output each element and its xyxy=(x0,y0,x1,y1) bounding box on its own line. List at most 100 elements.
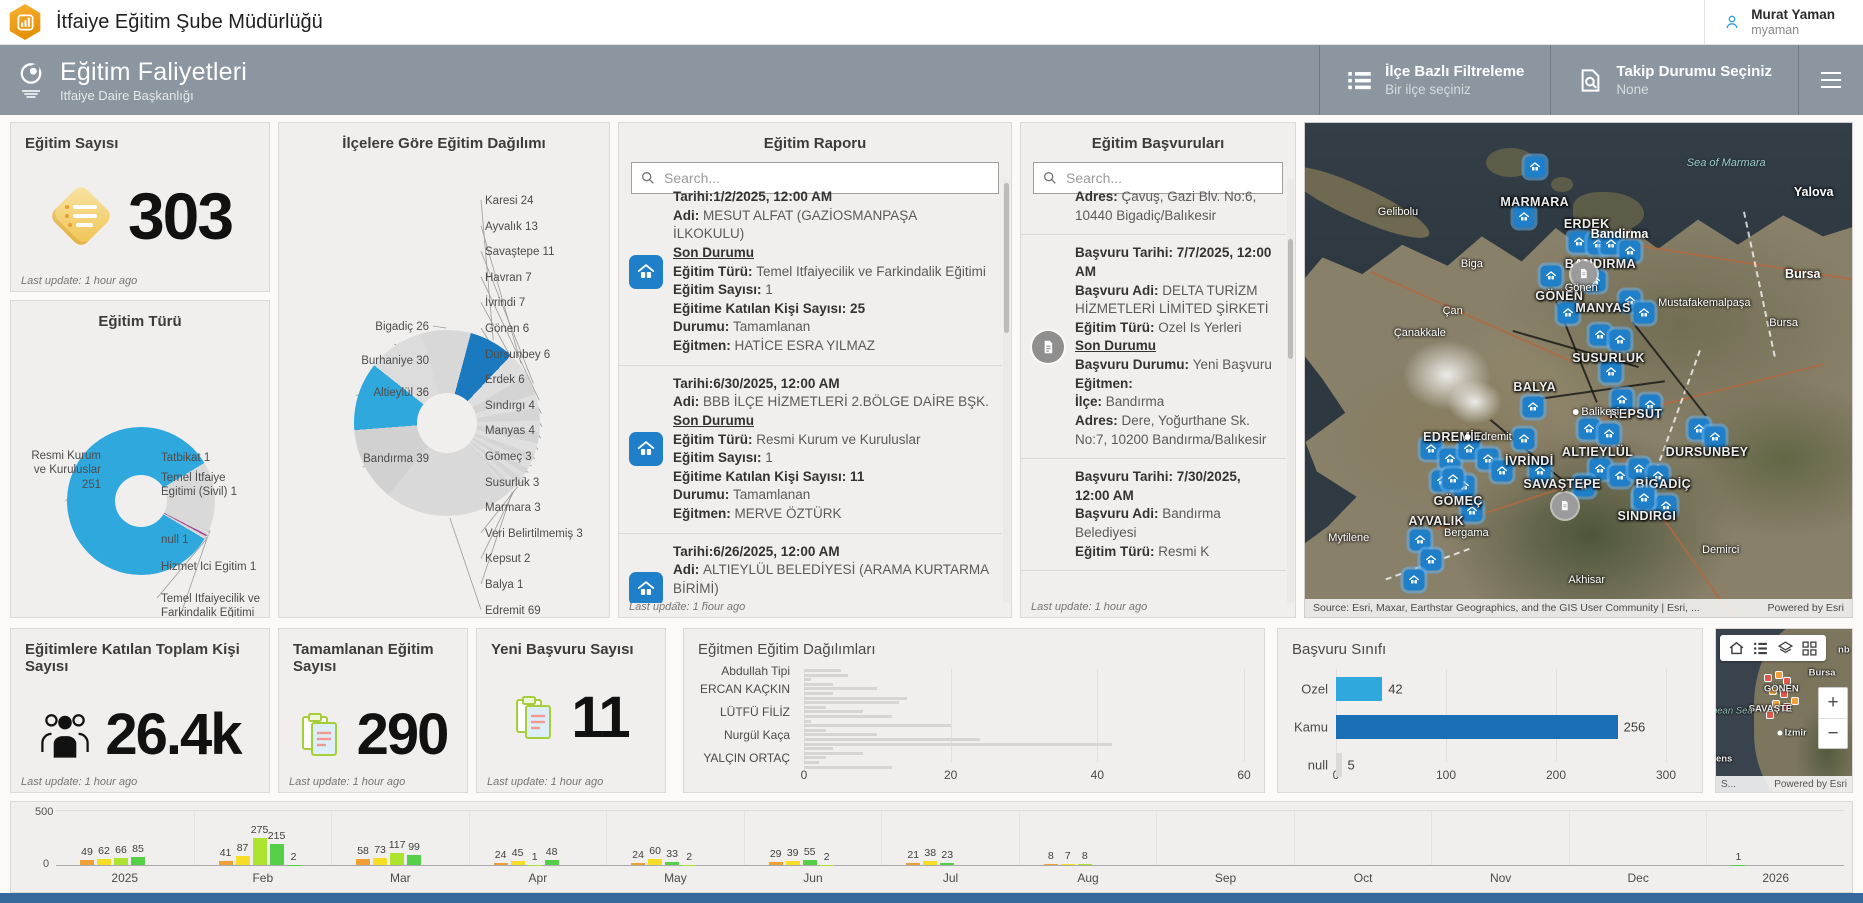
egitmen-bar xyxy=(804,692,833,695)
map-marker-training[interactable] xyxy=(1557,303,1578,324)
timeline-month-label: Sep xyxy=(1157,871,1294,885)
egitim-turu-callout: Resmi Kurum ve Kuruluslar 251 xyxy=(19,449,101,492)
x-tick-label: 200 xyxy=(1546,768,1566,782)
basemap-icon[interactable] xyxy=(1801,640,1818,657)
map-marker-training[interactable] xyxy=(1513,429,1534,450)
map-marker-application[interactable] xyxy=(1571,261,1597,287)
training-report-icon xyxy=(629,255,663,289)
toplam-kisi-value: 26.4k xyxy=(105,701,240,768)
map-marker-training[interactable] xyxy=(1491,461,1512,482)
timeline-bar: 87 xyxy=(236,842,250,865)
timeline-month-label: Oct xyxy=(1295,871,1432,885)
ilce-callout: Havran 7 xyxy=(485,271,532,285)
map-marker-training[interactable] xyxy=(1620,241,1641,262)
list-item[interactable]: Başvuru Tarihi: 7/30/2025, 12:00 AMBaşvu… xyxy=(1021,459,1286,571)
gridline xyxy=(1097,669,1098,762)
map-marker-training[interactable] xyxy=(1656,495,1677,516)
map-marker-training[interactable] xyxy=(1639,394,1660,415)
map-marker-training[interactable] xyxy=(1579,419,1600,440)
map-marker-training[interactable] xyxy=(1530,461,1551,482)
egitmen-name-label: ERCAN KAÇKIN xyxy=(684,682,790,696)
map-marker-training[interactable] xyxy=(1634,303,1655,324)
panel-minimap[interactable]: BursanbGÖNENSAVAŞTEIzmirgean Seaens + − … xyxy=(1715,628,1853,793)
egitmen-name-label: Nurgül Kaça xyxy=(684,728,790,742)
list-item[interactable]: Adres: Çavuş, Gazi Blv. No:6, 10440 Biga… xyxy=(1021,179,1286,235)
egitmen-name-label: Abdullah Tipi xyxy=(684,664,790,678)
ilce-callout: Manyas 4 xyxy=(485,424,535,438)
timeline-month-label: May xyxy=(607,871,744,885)
map-marker-training[interactable] xyxy=(1420,550,1441,571)
map-marker-training[interactable] xyxy=(1523,397,1544,418)
son-durumu-link[interactable]: Son Durumu xyxy=(1075,337,1274,356)
raporu-scrollbar[interactable] xyxy=(1003,179,1010,603)
zoom-in-button[interactable]: + xyxy=(1819,688,1847,718)
map-marker-training[interactable] xyxy=(1705,426,1726,447)
egitmen-bar xyxy=(804,678,811,681)
map-marker-training[interactable] xyxy=(1601,234,1622,255)
map-marker-training[interactable] xyxy=(1647,466,1668,487)
minimap-toolbar xyxy=(1720,635,1826,661)
map-marker-training[interactable] xyxy=(1461,500,1482,521)
item-field: Adi: ALTIEYLÜL BELEDİYESİ (ARAMA KURTARM… xyxy=(673,561,990,598)
sinif-category-label: Kamu xyxy=(1278,720,1328,735)
timeline-bar: 215 xyxy=(270,830,284,866)
map-marker-training[interactable] xyxy=(1612,389,1633,410)
map-marker-training[interactable] xyxy=(1573,476,1594,497)
map-marker-training[interactable] xyxy=(1598,424,1619,445)
list-item[interactable]: Tarihi:1/2/2025, 12:00 AMAdi: MESUT ALFA… xyxy=(619,179,1002,366)
panel-title: Tamamlanan Eğitim Sayısı xyxy=(279,629,467,675)
egitmen-name-label: LÜTFÜ FİLİZ xyxy=(684,705,790,719)
list-item[interactable]: Başvuru Tarihi: 7/7/2025, 12:00 AMBaşvur… xyxy=(1021,235,1286,459)
ilce-callout: Karesi 24 xyxy=(485,194,534,208)
map-marker-training[interactable] xyxy=(1524,157,1545,178)
district-filter-value: Bir ilçe seçiniz xyxy=(1385,82,1524,97)
map-marker-training[interactable] xyxy=(1590,325,1611,346)
list-item[interactable]: Tarihi:6/26/2025, 12:00 AMAdi: ALTIEYLÜL… xyxy=(619,534,1002,603)
timeline-month-label: Dec xyxy=(1570,871,1707,885)
user-menu[interactable]: Murat Yaman myaman xyxy=(1704,0,1863,44)
minimap-marker[interactable] xyxy=(1775,671,1783,679)
timeline-ytick-500: 500 xyxy=(35,806,53,818)
map-marker-training[interactable] xyxy=(1420,439,1441,460)
legend-icon[interactable] xyxy=(1752,640,1769,657)
training-report-icon xyxy=(629,572,663,603)
map-marker-training[interactable] xyxy=(1609,466,1630,487)
minimap-marker[interactable] xyxy=(1764,674,1772,682)
map-marker-training[interactable] xyxy=(1404,569,1425,590)
district-filter-selector[interactable]: İlçe Bazlı Filtreleme Bir ilçe seçiniz xyxy=(1319,45,1550,115)
hamburger-menu-button[interactable] xyxy=(1798,45,1863,115)
egitmen-bar xyxy=(804,706,826,709)
ilce-callout: Dursunbey 6 xyxy=(485,348,550,362)
home-icon[interactable] xyxy=(1728,640,1745,657)
map-marker-training[interactable] xyxy=(1628,458,1649,479)
ilce-callout: Balya 1 xyxy=(485,578,523,592)
son-durumu-link[interactable]: Son Durumu xyxy=(673,244,990,263)
timeline-bar: 21 xyxy=(906,849,920,865)
map-marker-training[interactable] xyxy=(1409,530,1430,551)
x-tick-label: 20 xyxy=(944,768,957,782)
basvuru-scrollbar[interactable] xyxy=(1287,179,1294,603)
map-marker-training[interactable] xyxy=(1568,231,1589,252)
son-durumu-link[interactable]: Son Durumu xyxy=(673,412,990,431)
map-marker-training[interactable] xyxy=(1442,468,1463,489)
x-tick-label: 40 xyxy=(1091,768,1104,782)
status-filter-selector[interactable]: Takip Durumu Seçiniz None xyxy=(1550,45,1798,115)
map-marker-training[interactable] xyxy=(1439,448,1460,469)
timeline-month-cell: Dec xyxy=(1569,811,1707,865)
panel-map[interactable]: MARMARAERDEKBANDIRMAGÖNENMANYASSUSURLUKB… xyxy=(1304,122,1853,618)
ilce-callout: Savaştepe 11 xyxy=(485,245,554,259)
map-marker-training[interactable] xyxy=(1601,362,1622,383)
map-marker-training[interactable] xyxy=(1513,206,1534,227)
timeline-bar: 8 xyxy=(1078,850,1092,865)
list-filter-icon xyxy=(1346,67,1373,94)
map-marker-training[interactable] xyxy=(1459,439,1480,460)
map-marker-training[interactable] xyxy=(1634,488,1655,509)
map-marker-training[interactable] xyxy=(1609,330,1630,351)
list-item[interactable]: Tarihi:6/30/2025, 12:00 AMAdi: BBB İLÇE … xyxy=(619,366,1002,534)
map-marker-training[interactable] xyxy=(1541,266,1562,287)
x-tick-label: 60 xyxy=(1237,768,1250,782)
zoom-out-button[interactable]: − xyxy=(1819,718,1847,748)
map-marker-application[interactable] xyxy=(1552,493,1578,519)
layers-icon[interactable] xyxy=(1777,640,1794,657)
minimap-attribution: S... Powered by Esri xyxy=(1716,776,1852,792)
